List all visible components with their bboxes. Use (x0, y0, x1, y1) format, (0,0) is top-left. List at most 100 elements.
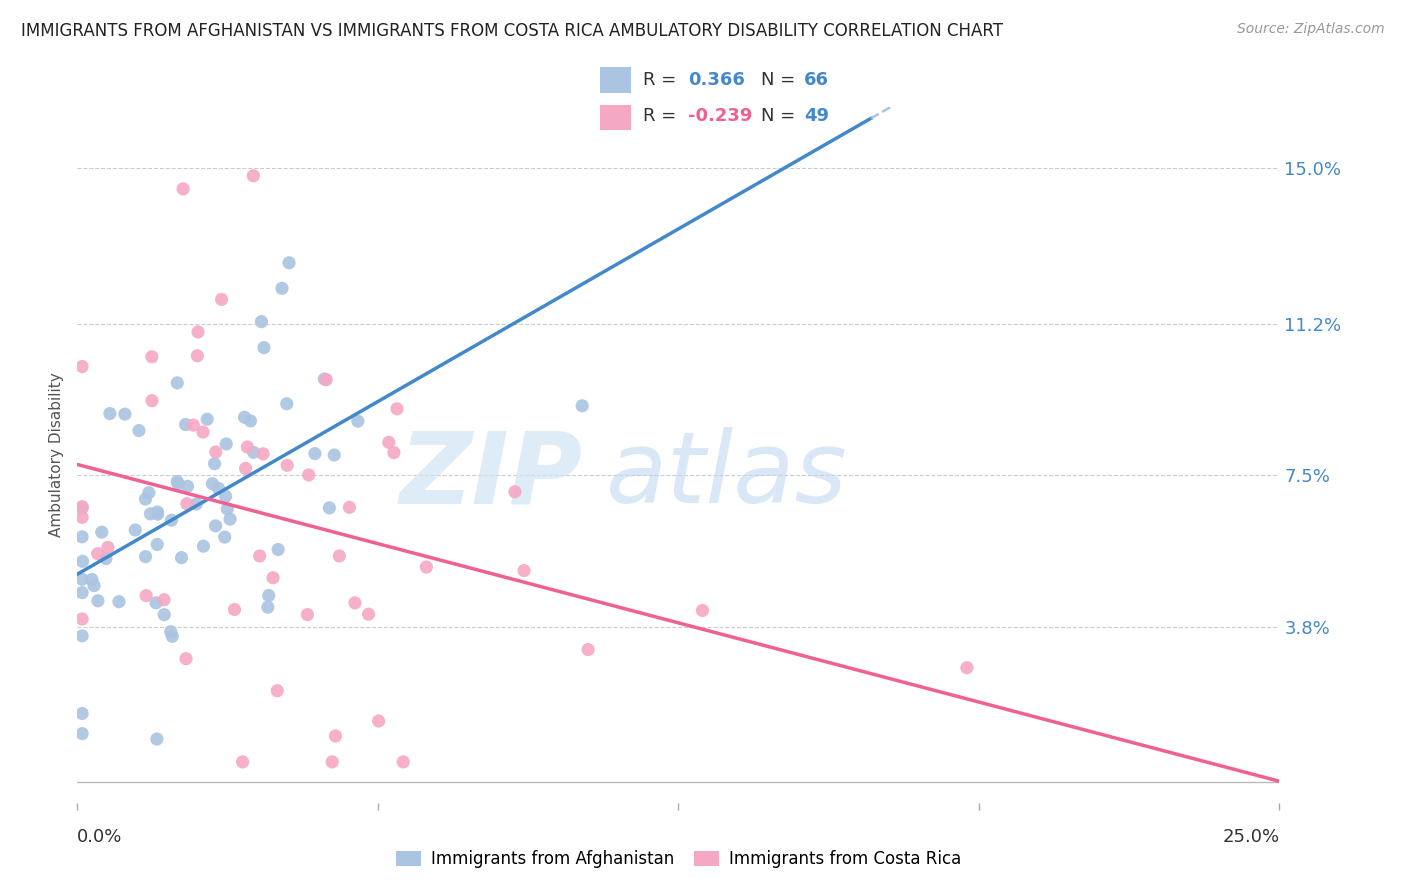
Point (232, 755, 254, 769)
Point (323, 448, 346, 462)
Point (239, 414, 262, 428)
Point (276, 458, 298, 473)
Point (576, 642, 599, 657)
Point (278, 256, 301, 270)
Text: N =: N = (761, 70, 800, 88)
Point (266, 683, 288, 698)
Point (167, 477, 190, 491)
Point (176, 479, 198, 493)
Point (114, 407, 136, 421)
Point (172, 182, 194, 196)
Point (141, 350, 163, 364)
Point (347, 414, 370, 428)
Text: 0.366: 0.366 (688, 70, 745, 88)
Point (80, 573, 103, 587)
Point (321, 755, 343, 769)
Point (70, 572, 93, 586)
Point (135, 549, 157, 564)
Point (98, 407, 121, 421)
Point (314, 372, 336, 386)
Point (242, 445, 264, 459)
Point (141, 393, 163, 408)
Text: 0.0%: 0.0% (77, 828, 122, 846)
Point (166, 376, 188, 390)
Point (170, 550, 193, 565)
Point (204, 519, 226, 533)
Text: 49: 49 (804, 107, 830, 125)
Point (214, 530, 236, 544)
Text: -0.239: -0.239 (688, 107, 752, 125)
Point (159, 624, 181, 639)
Point (249, 549, 271, 563)
Point (233, 410, 256, 425)
Point (315, 373, 337, 387)
Point (186, 497, 208, 511)
Point (382, 445, 405, 459)
Point (193, 539, 215, 553)
Point (207, 481, 229, 495)
Point (70, 500, 93, 515)
Point (204, 445, 226, 459)
Point (236, 440, 259, 454)
Point (956, 661, 979, 675)
Point (204, 457, 226, 471)
Point (235, 461, 257, 475)
Point (253, 341, 276, 355)
Legend: Immigrants from Afghanistan, Immigrants from Costa Rica: Immigrants from Afghanistan, Immigrants … (389, 843, 967, 874)
Point (70, 706, 93, 721)
Text: R =: R = (643, 107, 682, 125)
Point (250, 315, 273, 329)
Point (70, 726, 93, 740)
Point (328, 549, 350, 563)
Text: IMMIGRANTS FROM AFGHANISTAN VS IMMIGRANTS FROM COSTA RICA AMBULATORY DISABILITY : IMMIGRANTS FROM AFGHANISTAN VS IMMIGRANT… (21, 22, 1002, 40)
Point (415, 560, 437, 574)
Point (513, 564, 536, 578)
Point (217, 501, 239, 516)
Point (191, 425, 214, 439)
Point (201, 476, 224, 491)
Point (166, 475, 188, 489)
Point (70, 629, 93, 643)
Point (134, 491, 156, 506)
Point (267, 542, 290, 557)
Point (174, 417, 197, 432)
Point (325, 729, 347, 743)
Point (186, 349, 208, 363)
Point (70, 359, 93, 374)
Point (146, 731, 169, 746)
Point (187, 325, 209, 339)
Point (174, 651, 197, 665)
Text: R =: R = (643, 70, 682, 88)
Point (108, 595, 131, 609)
Point (97, 541, 120, 555)
Point (146, 505, 169, 519)
Point (183, 418, 205, 433)
Point (128, 424, 150, 438)
Point (503, 484, 526, 499)
Text: N =: N = (761, 107, 800, 125)
Point (70, 612, 93, 626)
Point (318, 500, 340, 515)
Point (94, 551, 117, 566)
Point (339, 500, 361, 515)
Point (211, 293, 233, 307)
Point (262, 571, 284, 585)
Point (83, 579, 105, 593)
Point (357, 607, 380, 622)
Text: Source: ZipAtlas.com: Source: ZipAtlas.com (1237, 22, 1385, 37)
Y-axis label: Ambulatory Disability: Ambulatory Disability (49, 373, 65, 537)
Point (90, 525, 112, 540)
Point (72, 554, 94, 568)
Point (219, 512, 242, 526)
Point (378, 435, 401, 450)
Bar (600, 104, 631, 130)
Point (70, 530, 93, 544)
Point (215, 437, 238, 451)
Point (692, 603, 714, 617)
Point (304, 447, 326, 461)
Point (571, 399, 593, 413)
Point (153, 607, 176, 622)
Point (70, 585, 93, 599)
Point (146, 507, 169, 521)
Point (276, 397, 298, 411)
